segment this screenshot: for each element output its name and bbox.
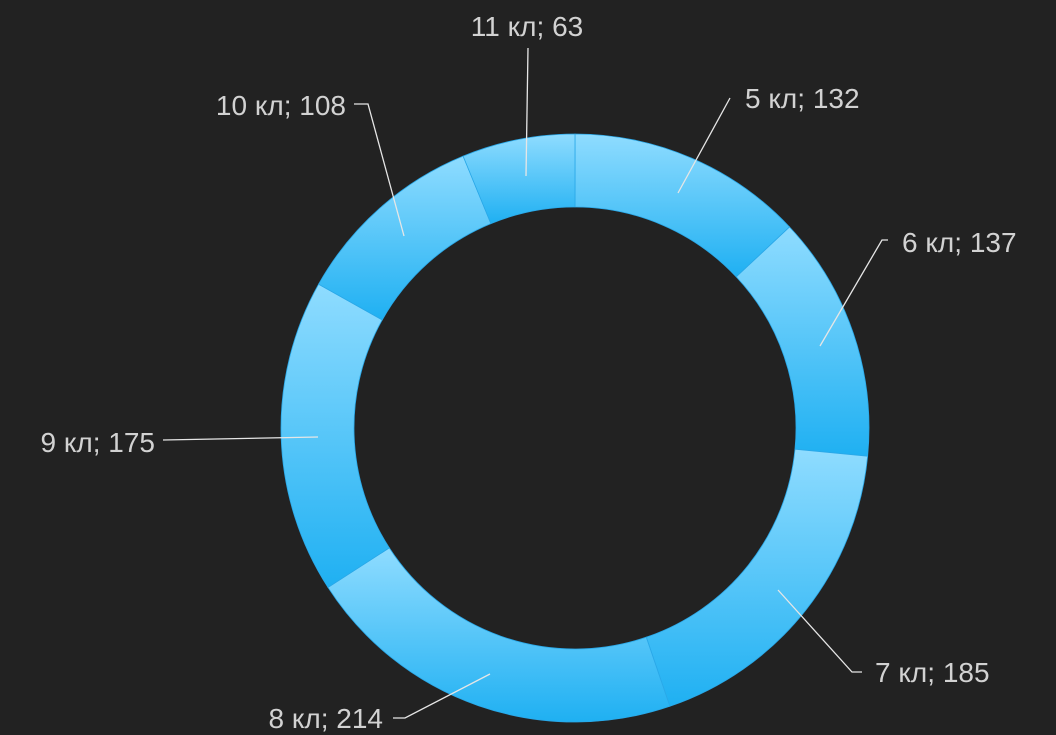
donut-slice-3 xyxy=(645,448,869,707)
slice-label-2: 6 кл; 137 xyxy=(902,227,1017,258)
slice-label-4: 8 кл; 214 xyxy=(268,703,383,734)
leader-line-7 xyxy=(525,47,529,177)
leader-line-1 xyxy=(677,97,731,194)
donut-slice-4 xyxy=(327,547,671,723)
leader-line-3 xyxy=(777,589,862,673)
donut-slice-6 xyxy=(318,155,492,321)
leader-line-2 xyxy=(819,239,888,347)
leader-line-4 xyxy=(393,673,491,719)
donut-slice-5 xyxy=(280,283,390,588)
slice-label-7: 11 кл; 63 xyxy=(471,11,583,42)
donut-slice-7 xyxy=(462,133,576,225)
slice-label-1: 5 кл; 132 xyxy=(745,83,860,114)
slice-label-5: 9 кл; 175 xyxy=(40,427,155,458)
donut-slice-2 xyxy=(735,226,870,457)
donut-slice-1 xyxy=(574,133,791,278)
leader-line-6 xyxy=(354,103,405,237)
slice-label-6: 10 кл; 108 xyxy=(216,90,346,121)
leader-line-5 xyxy=(162,436,319,441)
slice-label-3: 7 кл; 185 xyxy=(875,657,990,688)
